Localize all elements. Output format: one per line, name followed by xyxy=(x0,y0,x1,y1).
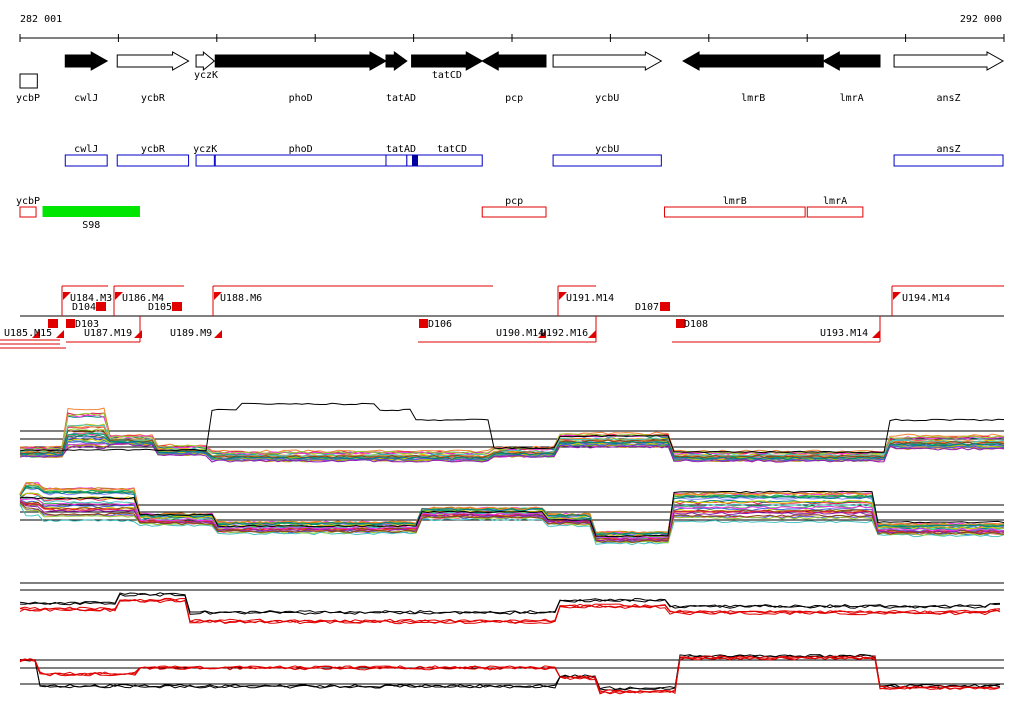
expression-line xyxy=(19,407,1005,453)
blue-box-cwlJ[interactable] xyxy=(64,154,108,167)
expression-line xyxy=(19,599,1001,625)
tu-label-u193-m14: U193.M14 xyxy=(820,328,868,339)
tu-label-u186-m4: U186.M4 xyxy=(122,293,164,304)
red-label-ycbP: ycbP xyxy=(16,196,40,207)
red-box-lmrB[interactable] xyxy=(663,206,806,218)
red-annotation-track: ycbP pcp lmrB lmrA S98 xyxy=(16,196,864,231)
expression-line xyxy=(19,434,1005,460)
gene-arrow-ycbR[interactable] xyxy=(116,51,190,71)
expression-line xyxy=(19,443,1005,463)
blue-label-ycbU: ycbU xyxy=(595,144,619,155)
tu-label-u190-m14: U190.M14 xyxy=(496,328,544,339)
tu-label-d106: D106 xyxy=(428,319,452,330)
expression-line xyxy=(19,441,1005,462)
tu-label-u191-m14: U191.M14 xyxy=(566,293,614,304)
tu-label-u188-m6: U188.M6 xyxy=(220,293,262,304)
gene-label-cwlJ: cwlJ xyxy=(74,93,98,104)
expression-line xyxy=(19,490,1005,538)
red-box-ycbP[interactable] xyxy=(19,206,37,218)
feature-label: S98 xyxy=(82,220,100,231)
expression-line xyxy=(19,492,1004,538)
gene-arrow-tatCD[interactable] xyxy=(411,51,484,71)
tu-label-d108: D108 xyxy=(684,319,708,330)
tu-label-u194-m14: U194.M14 xyxy=(902,293,950,304)
gene-label-ycbR: ycbR xyxy=(141,93,166,104)
blue-box-phoD[interactable] xyxy=(214,154,387,167)
gene-label-ansZ: ansZ xyxy=(936,93,960,104)
gene-arrow-phoD[interactable] xyxy=(214,51,388,71)
blue-box-tatAD[interactable] xyxy=(385,154,408,167)
gene-label-tatAD: tatAD xyxy=(386,93,416,104)
tu-label-u187-m19: U187.M19 xyxy=(84,328,132,339)
tu-label-d104: D104 xyxy=(72,302,96,313)
blue-box-tatCD[interactable] xyxy=(406,154,483,167)
start-coordinate: 282 001 xyxy=(20,14,62,25)
blue-label-phoD: phoD xyxy=(289,144,313,155)
gene-label-lmrA: lmrA xyxy=(840,93,864,104)
blue-label-tatCD: tatCD xyxy=(437,144,467,155)
blue-box-ycbU[interactable] xyxy=(552,154,662,167)
tu-label-d107: D107 xyxy=(635,302,659,313)
blue-label-ansZ: ansZ xyxy=(936,144,960,155)
expression-line xyxy=(19,592,1001,614)
blue-box-ycbR[interactable] xyxy=(116,154,190,167)
expression-line xyxy=(19,593,1001,615)
blue-highlight xyxy=(412,155,418,166)
expression-line xyxy=(19,597,1001,623)
expression-line xyxy=(19,504,1005,546)
gene-arrow-track: ycbP cwlJ ycbR yczK phoD tatAD tatCD pcp ycbU lmr… xyxy=(16,50,1005,104)
blue-label-ycbR: ycbR xyxy=(141,144,166,155)
tu-label-u192-m16: U192.M16 xyxy=(540,328,588,339)
end-coordinate: 292 000 xyxy=(960,14,1002,25)
gene-arrow-tatAD[interactable] xyxy=(385,51,408,71)
expression-line xyxy=(19,655,1001,694)
tu-label-u184-m3: U184.M3 xyxy=(70,293,112,304)
feature-S98[interactable] xyxy=(42,206,140,217)
blue-label-cwlJ: cwlJ xyxy=(74,144,98,155)
expression-line xyxy=(19,502,1005,543)
gene-arrow-ycbU[interactable] xyxy=(552,51,663,71)
gene-arrow-yczK[interactable] xyxy=(195,50,216,72)
tu-label-u189-m9: U189.M9 xyxy=(170,328,212,339)
gene-arrow-cwlJ[interactable] xyxy=(64,51,109,71)
expression-line xyxy=(19,656,1001,695)
tu-label-d103: D103 xyxy=(75,319,99,330)
transcription-unit-track: U184.M3 U186.M4 U188.M6 U191.M14 U194.M14 D10… xyxy=(0,285,1004,349)
expression-line xyxy=(19,482,1005,534)
gene-arrow-lmrB[interactable] xyxy=(682,51,824,71)
coordinate-ruler: 282 001 292 000 xyxy=(19,14,1005,42)
red-label-pcp: pcp xyxy=(505,196,523,207)
red-label-lmrB: lmrB xyxy=(723,196,747,207)
gene-label-pcp: pcp xyxy=(505,93,523,104)
blue-label-tatAD: tatAD xyxy=(386,144,416,155)
blue-box-ansZ[interactable] xyxy=(893,154,1004,167)
gene-box-ycbP[interactable] xyxy=(19,73,38,89)
expression-line xyxy=(19,414,1005,455)
tu-label-d105: D105 xyxy=(148,302,172,313)
gene-arrow-pcp[interactable] xyxy=(481,51,547,71)
gene-label-yczK: yczK xyxy=(194,70,218,81)
gene-arrow-lmrA[interactable] xyxy=(822,51,881,71)
tu-label-u185-m15: U185.M15 xyxy=(4,328,52,339)
gene-label-ycbU: ycbU xyxy=(595,93,619,104)
expression-profiles xyxy=(19,402,1005,695)
gene-label-phoD: phoD xyxy=(289,93,313,104)
expression-line xyxy=(20,498,1005,540)
gene-arrow-ansZ[interactable] xyxy=(893,51,1005,71)
blue-box-yczK[interactable] xyxy=(195,154,215,167)
gene-label-lmrB: lmrB xyxy=(741,93,765,104)
red-box-pcp[interactable] xyxy=(481,206,547,218)
blue-annotation-track: cwlJ ycbR yczK phoD tatAD tatCD ycbU ansZ xyxy=(64,144,1004,167)
blue-label-yczK: yczK xyxy=(193,144,217,155)
gene-label-ycbP: ycbP xyxy=(16,93,40,104)
red-box-lmrA[interactable] xyxy=(806,206,864,218)
red-label-lmrA: lmrA xyxy=(823,196,847,207)
expression-line xyxy=(19,402,1005,454)
gene-label-tatCD: tatCD xyxy=(432,70,462,81)
